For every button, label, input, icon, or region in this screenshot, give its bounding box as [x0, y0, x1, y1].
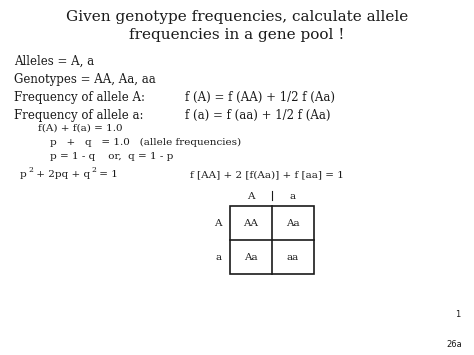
- Text: f (A) = f (AA) + 1/2 f (Aa): f (A) = f (AA) + 1/2 f (Aa): [185, 91, 335, 104]
- Text: 1: 1: [455, 310, 460, 319]
- Text: = 1: = 1: [96, 170, 118, 179]
- Text: A: A: [215, 218, 222, 228]
- Text: 26a: 26a: [446, 340, 462, 349]
- Text: Aa: Aa: [244, 252, 258, 262]
- Text: Given genotype frequencies, calculate allele: Given genotype frequencies, calculate al…: [66, 10, 408, 24]
- Text: AA: AA: [244, 218, 258, 228]
- Text: f [AA] + 2 [f(Aa)] + f [aa] = 1: f [AA] + 2 [f(Aa)] + f [aa] = 1: [190, 170, 344, 179]
- Text: p = 1 - q    or,  q = 1 - p: p = 1 - q or, q = 1 - p: [50, 152, 173, 161]
- Text: 2: 2: [91, 166, 96, 174]
- Text: p   +   q   = 1.0   (allele frequencies): p + q = 1.0 (allele frequencies): [50, 138, 241, 147]
- Text: + 2pq + q: + 2pq + q: [33, 170, 90, 179]
- Bar: [230, 206, 314, 274]
- Text: 2: 2: [28, 166, 33, 174]
- Text: f(A) + f(a) = 1.0: f(A) + f(a) = 1.0: [38, 124, 123, 133]
- Text: A: A: [247, 192, 255, 201]
- Text: a: a: [290, 192, 296, 201]
- Text: a: a: [216, 252, 222, 262]
- Text: Alleles = A, a: Alleles = A, a: [14, 55, 94, 68]
- Text: aa: aa: [287, 252, 299, 262]
- Text: Frequency of allele a:: Frequency of allele a:: [14, 109, 144, 122]
- Text: Genotypes = AA, Aa, aa: Genotypes = AA, Aa, aa: [14, 73, 156, 86]
- Text: p: p: [20, 170, 27, 179]
- Text: f (a) = f (aa) + 1/2 f (Aa): f (a) = f (aa) + 1/2 f (Aa): [185, 109, 330, 122]
- Text: frequencies in a gene pool !: frequencies in a gene pool !: [129, 28, 345, 42]
- Text: Aa: Aa: [286, 218, 300, 228]
- Text: Frequency of allele A:: Frequency of allele A:: [14, 91, 145, 104]
